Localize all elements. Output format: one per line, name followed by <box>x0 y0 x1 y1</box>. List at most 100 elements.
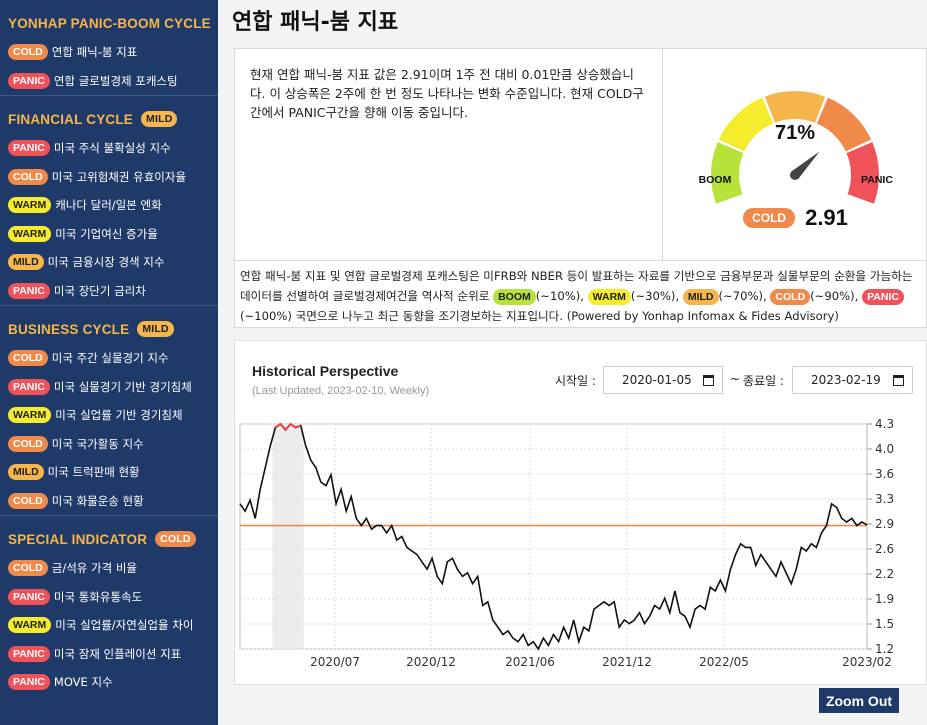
legend-range: (~90%), <box>810 289 859 303</box>
chart-title: Historical Perspective <box>252 363 399 379</box>
status-badge: PANIC <box>8 674 50 691</box>
status-badge: WARM <box>8 407 52 424</box>
status-badge: PANIC <box>8 378 50 395</box>
sidebar-section-title[interactable]: YONHAP PANIC-BOOM CYCLE <box>0 8 218 38</box>
sidebar-section: BUSINESS CYCLE MILD COLD 미국 주간 실물경기 지수 PANIC… <box>0 305 218 515</box>
calendar-icon[interactable] <box>893 375 904 386</box>
sidebar-item[interactable]: PANIC 연합 글로벌경제 포캐스팅 <box>0 67 218 96</box>
sidebar-item-label: 미국 실물경기 기반 경기침체 <box>53 379 192 394</box>
status-badge: COLD <box>8 492 48 509</box>
sidebar-item[interactable]: COLD 연합 패닉-붐 지표 <box>0 38 218 67</box>
sidebar-item[interactable]: PANIC MOVE 지수 <box>0 668 218 697</box>
sidebar-item-label: 미국 트럭판매 현황 <box>47 465 140 480</box>
sidebar-section-title[interactable]: FINANCIAL CYCLE MILD <box>0 104 218 134</box>
section-title-text: YONHAP PANIC-BOOM CYCLE <box>8 15 211 31</box>
sidebar-item-label: 미국 주간 실물경기 지수 <box>51 351 169 366</box>
end-date-value: 2023-02-19 <box>811 373 881 387</box>
status-badge: COLD <box>8 350 48 367</box>
legend-badge: COLD <box>770 289 811 305</box>
x-tick-label: 2021/12 <box>602 655 652 669</box>
sidebar-item[interactable]: WARM 미국 기업여신 증가율 <box>0 220 218 249</box>
legend-range: (~70%), <box>718 289 767 303</box>
sidebar-item[interactable]: PANIC 미국 통화유통속도 <box>0 583 218 612</box>
sidebar-item[interactable]: MILD 미국 트럭판매 현황 <box>0 458 218 487</box>
y-tick-label: 1.2 <box>875 642 894 656</box>
sidebar-item[interactable]: COLD 미국 고위험채권 유효이자율 <box>0 163 218 192</box>
sidebar-section-title[interactable]: BUSINESS CYCLE MILD <box>0 314 218 344</box>
status-badge: COLD <box>8 560 48 577</box>
legend-range: (~30%), <box>630 289 680 303</box>
sidebar-item-label: 미국 실업률 기반 경기침체 <box>55 408 183 423</box>
legend-badge: WARM <box>587 289 631 305</box>
y-tick-label: 2.9 <box>875 517 894 531</box>
sidebar-item[interactable]: COLD 미국 주간 실물경기 지수 <box>0 344 218 373</box>
status-badge: MILD <box>8 254 44 271</box>
sidebar-section: FINANCIAL CYCLE MILD PANIC 미국 주식 불확실성 지수 COL… <box>0 95 218 305</box>
y-tick-label: 3.3 <box>875 492 894 506</box>
index-description: 연합 패닉-붐 지표 및 연합 글로벌경제 포캐스팅은 미FRB와 NBER 등… <box>235 262 926 326</box>
status-badge: PANIC <box>8 72 50 89</box>
y-tick-label: 1.9 <box>875 592 894 606</box>
sidebar-item-label: 연합 패닉-붐 지표 <box>51 45 138 60</box>
x-tick-label: 2022/05 <box>699 655 749 669</box>
legend-badge: PANIC <box>862 289 904 305</box>
section-status-badge: MILD <box>137 321 174 337</box>
page-title: 연합 패닉-붐 지표 <box>232 10 399 35</box>
status-badge: COLD <box>8 168 48 185</box>
sidebar-item-label: 미국 화물운송 현황 <box>51 493 144 508</box>
sidebar-item[interactable]: PANIC 미국 잠재 인플레이션 지표 <box>0 640 218 669</box>
status-badge: PANIC <box>8 588 50 605</box>
sidebar-item[interactable]: PANIC 미국 장단기 금리차 <box>0 277 218 306</box>
gauge: 71% BOOM PANIC COLD 2.91 <box>663 49 927 261</box>
section-title-text: FINANCIAL CYCLE <box>8 111 134 127</box>
legend-badge: MILD <box>682 289 719 305</box>
x-tick-label: 2023/02 <box>842 655 892 669</box>
sidebar-item-label: MOVE 지수 <box>53 675 113 690</box>
gauge-percent: 71% <box>775 122 815 144</box>
sidebar-item[interactable]: COLD 미국 국가활동 지수 <box>0 430 218 459</box>
status-badge: COLD <box>8 435 48 452</box>
section-status-badge: COLD <box>155 531 196 547</box>
end-date-input[interactable]: 2023-02-19 <box>792 366 913 394</box>
calendar-icon[interactable] <box>703 375 714 386</box>
status-badge: WARM <box>8 225 52 242</box>
sidebar-section-title[interactable]: SPECIAL INDICATOR COLD <box>0 524 218 554</box>
summary-text: 현재 연합 패닉-붐 지표 값은 2.91이며 1주 전 대비 0.01만큼 상… <box>235 49 663 261</box>
sidebar-item-label: 미국 장단기 금리차 <box>53 283 146 298</box>
gauge-left-label: BOOM <box>699 174 732 186</box>
date-range-separator: ~ <box>730 372 741 386</box>
gauge-dial: 71% BOOM PANIC <box>699 91 893 204</box>
sidebar-item-label: 캐나다 달러/일본 엔화 <box>55 198 162 213</box>
history-chart: 4.3 4.0 3.6 3.3 2.9 2.6 2.2 1.9 1.5 1.2 2020/07 202… <box>239 417 894 669</box>
sidebar-item[interactable]: PANIC 미국 실물경기 기반 경기침체 <box>0 373 218 402</box>
sidebar-item-label: 미국 잠재 인플레이션 지표 <box>53 646 182 661</box>
gauge-value: 2.91 <box>805 205 848 230</box>
sidebar-item[interactable]: MILD 미국 금융시장 경색 지수 <box>0 248 218 277</box>
info-panel: 현재 연합 패닉-붐 지표 값은 2.91이며 1주 전 대비 0.01만큼 상… <box>234 48 927 328</box>
zoom-out-button[interactable]: Zoom Out <box>819 688 899 713</box>
sidebar-item[interactable]: COLD 금/석유 가격 비율 <box>0 554 218 583</box>
y-tick-label: 4.3 <box>875 417 894 431</box>
description-text: 국면으로 나누고 최근 동향을 조기경보하는 지표입니다. (Powered b… <box>295 309 839 323</box>
peak-band <box>272 424 304 649</box>
y-tick-label: 2.2 <box>875 567 894 581</box>
sidebar-item-label: 미국 주식 불확실성 지수 <box>53 141 171 156</box>
start-date-label: 시작일 : <box>555 374 596 388</box>
status-badge: WARM <box>8 617 52 634</box>
description-text: 연합 패닉-붐 지표 및 연합 글로벌경제 포캐스팅은 미FRB와 NBER 등… <box>240 269 913 303</box>
sidebar-item[interactable]: WARM 미국 실업률 기반 경기침체 <box>0 401 218 430</box>
start-date-input[interactable]: 2020-01-05 <box>603 366 723 394</box>
gauge-right-label: PANIC <box>861 174 893 186</box>
sidebar-section: SPECIAL INDICATOR COLD COLD 금/석유 가격 비율 PANIC… <box>0 515 218 697</box>
sidebar-item[interactable]: WARM 캐나다 달러/일본 엔화 <box>0 191 218 220</box>
sidebar-item[interactable]: PANIC 미국 주식 불확실성 지수 <box>0 134 218 163</box>
sidebar-item[interactable]: WARM 미국 실업률/자연실업율 차이 <box>0 611 218 640</box>
legend-badge: BOOM <box>493 289 536 305</box>
start-date-value: 2020-01-05 <box>622 373 692 387</box>
series-line <box>239 422 868 651</box>
chart-panel: Historical Perspective (Last Updated, 20… <box>234 340 927 685</box>
y-tick-label: 3.6 <box>875 467 894 481</box>
chart-subtitle: (Last Updated, 2023-02-10, Weekly) <box>252 385 430 397</box>
sidebar-item[interactable]: COLD 미국 화물운송 현황 <box>0 487 218 516</box>
sidebar-item-label: 미국 통화유통속도 <box>53 589 143 604</box>
